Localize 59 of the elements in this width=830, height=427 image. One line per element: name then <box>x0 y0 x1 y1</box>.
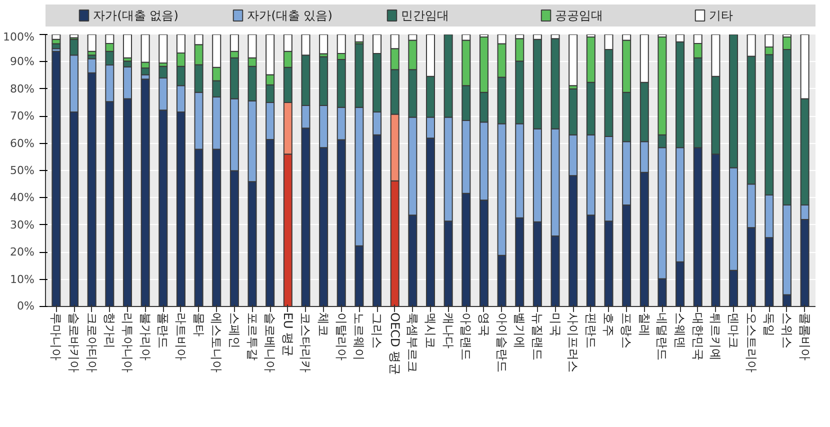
x-tick-label: 이탈리아 <box>334 312 348 360</box>
y-tick-label: 70% <box>10 110 35 123</box>
x-tick-label: 라트비아 <box>174 312 188 360</box>
x-tick-label: 튀르키예 <box>708 312 723 360</box>
x-tick-label: 에스토니아 <box>210 312 224 372</box>
x-tick-label: 스페인 <box>227 312 242 348</box>
y-tick-label: 30% <box>10 218 35 232</box>
x-tick-label: 칠레 <box>637 312 652 336</box>
x-tick-label: 스위스 <box>780 312 794 348</box>
legend-label: 공공임대 <box>555 8 604 22</box>
x-tick-label: 미국 <box>548 312 562 336</box>
x-tick-label: 영국 <box>476 312 491 336</box>
x-tick-label: 리투아니아 <box>120 312 134 372</box>
x-tick-label: 오스트리아 <box>744 312 758 372</box>
x-tick-label: 아일랜드 <box>459 312 474 360</box>
y-tick-label: 80% <box>10 82 35 96</box>
x-tick-label: 불가리아 <box>138 312 152 360</box>
legend-label: 자가(대출 없음) <box>93 8 178 22</box>
y-tick-label: 40% <box>10 191 35 204</box>
x-tick-label: 코스타리카 <box>298 312 313 372</box>
x-tick-label: 덴마크 <box>726 312 741 348</box>
x-tick-label: 체코 <box>316 312 331 336</box>
y-tick-label: 100% <box>3 30 35 44</box>
x-tick-label: 아이슬란드 <box>494 312 509 372</box>
y-tick-label: 20% <box>10 246 35 259</box>
x-tick-label: 폴란드 <box>156 312 170 348</box>
x-tick-label: 호주 <box>602 312 616 336</box>
x-tick-label: 벨기에 <box>512 312 527 348</box>
x-tick-label: 슬로바키아 <box>67 312 82 372</box>
x-tick-label: 룩셈부르크 <box>406 312 420 372</box>
x-tick-label: 콜롬비아 <box>798 312 812 360</box>
x-tick-label: OECD 평균 <box>388 312 402 375</box>
x-tick-label: 헝가리 <box>102 312 117 348</box>
x-tick-label: 캐나다 <box>441 312 456 348</box>
x-tick-label: 몰타 <box>192 312 206 336</box>
x-tick-label: 포르투갈 <box>245 312 260 360</box>
x-tick-label: 독일 <box>762 312 776 336</box>
x-tick-label: 멕시코 <box>424 312 438 348</box>
x-tick-label: 사이프러스 <box>566 312 580 372</box>
x-tick-label: 핀란드 <box>584 312 598 348</box>
y-tick-label: 50% <box>10 164 35 177</box>
x-tick-label: 그리스 <box>370 312 384 348</box>
x-tick-label: 네덜란드 <box>655 312 670 360</box>
x-tick-label: 대한민국 <box>690 312 705 360</box>
x-tick-label: 크로아티아 <box>84 312 99 372</box>
y-tick-label: 10% <box>10 272 35 286</box>
x-tick-label: 루마니아 <box>49 312 64 360</box>
legend-label: 민간임대 <box>401 8 450 22</box>
x-tick-label: 프랑스 <box>620 312 634 348</box>
x-tick-label: 스웨덴 <box>673 312 688 348</box>
x-tick-label: 뉴질랜드 <box>530 312 544 360</box>
y-tick-label: 60% <box>10 136 35 150</box>
x-tick-label: 슬로베니아 <box>263 312 278 372</box>
legend-label: 자가(대출 있음) <box>247 8 332 22</box>
x-tick-label: 노르웨이 <box>352 312 366 360</box>
x-tick-label: EU 평균 <box>280 312 295 357</box>
y-tick-label: 90% <box>10 55 35 68</box>
legend-label: 기타 <box>709 8 734 22</box>
y-tick-label: 0% <box>17 300 34 312</box>
